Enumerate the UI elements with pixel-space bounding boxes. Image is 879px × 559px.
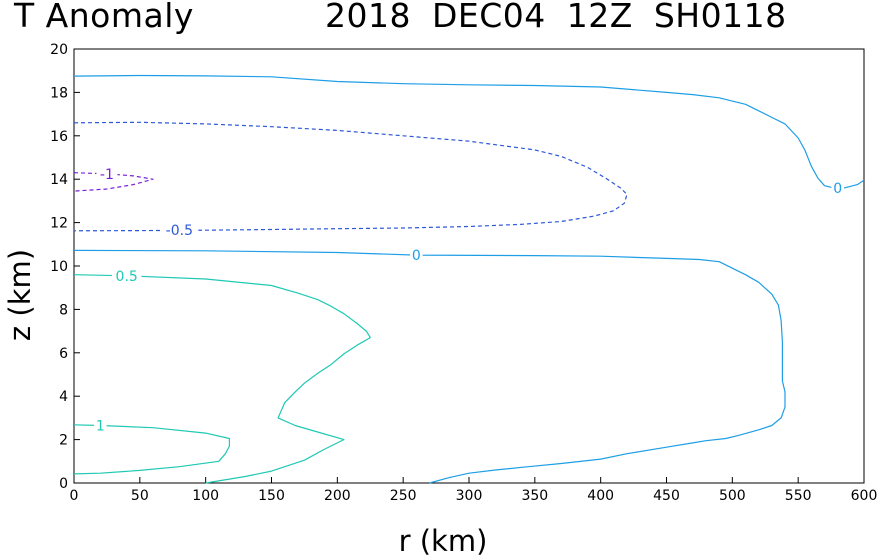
x-tick-label: 250 [390,488,417,504]
contour-lines: 0 0 -0.5 -1 0.5 1 [73,74,865,484]
y-tick-label: 0 [59,476,68,492]
x-tick-label: 150 [258,488,285,504]
contour-line [73,172,154,192]
contour-label-bg [831,179,844,196]
x-tick-label: 0 [70,488,79,504]
x-tick-label: 500 [719,488,746,504]
y-tick-label: 2 [59,433,68,449]
x-tick-label: 450 [653,488,680,504]
x-tick-label: 600 [851,488,878,504]
contour-line [73,274,371,484]
contour-line [73,74,865,189]
y-tick-label: 10 [50,259,68,275]
x-tick-label: 400 [587,488,614,504]
y-tick-label: 4 [59,389,68,405]
x-tick-label: 100 [192,488,219,504]
contour-label-bg [160,222,199,239]
contour-line [73,121,628,232]
contour-label: -0.5 [166,223,193,239]
x-tick-label: 350 [521,488,548,504]
x-axis-label: r (km) [399,524,488,558]
contour-label: 1 [96,418,105,434]
x-tick-label: 200 [324,488,351,504]
contour-label-bg [410,247,423,264]
y-axis-label: z (km) [3,249,37,341]
y-tick-label: 12 [50,216,68,232]
plot-frame [73,48,865,484]
y-tick-label: 20 [50,42,68,58]
chart-title-left: T Anomaly [14,0,194,35]
contour-line [73,424,230,475]
y-tick-label: 8 [59,302,68,318]
contour-label: 0 [412,248,421,264]
y-tick-label: 16 [50,129,68,145]
x-tick-label: 300 [456,488,483,504]
y-tick-label: 14 [50,172,68,188]
contour-line [73,249,786,484]
contour-label-bg [111,267,142,284]
x-tick-label: 550 [785,488,812,504]
contour-label: 0 [833,181,842,197]
contour-label: -1 [100,167,114,183]
contour-label-bg [94,417,107,434]
contour-label-bg [96,165,118,182]
y-tick-label: 6 [59,346,68,362]
chart-title-right: 2018 DEC04 12Z SH0118 [325,0,787,35]
axis-ticks: 0 50 100 150 200 250 300 350 400 450 500 550 6000246… [50,42,877,504]
y-tick-label: 18 [50,85,68,101]
x-tick-label: 50 [131,488,149,504]
contour-label: 0.5 [116,269,138,285]
